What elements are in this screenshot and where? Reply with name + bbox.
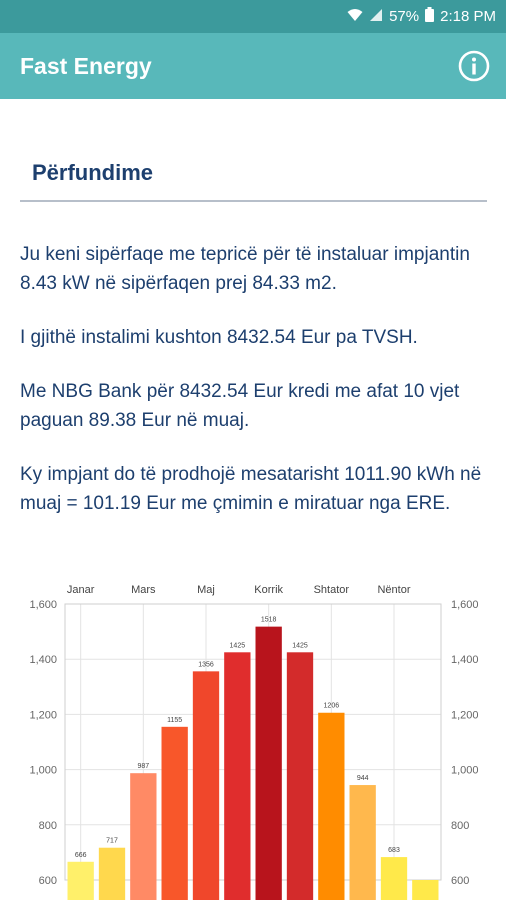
y-tick-label-right: 600 — [451, 875, 469, 887]
section-divider — [20, 200, 487, 202]
wifi-icon — [347, 8, 363, 26]
bar-value-label: 1356 — [198, 661, 214, 668]
bar-value-label: 1518 — [261, 617, 277, 624]
x-tick-label: Maj — [197, 584, 215, 596]
bar-value-label: 717 — [106, 838, 118, 845]
bar-value-label: 987 — [137, 763, 149, 770]
monthly-production-chart: 600 600 800 800 1,000 1,000 1,200 1,200 1,400 1,4… — [10, 575, 496, 900]
app-bar: Fast Energy — [0, 33, 506, 99]
plot-frame — [64, 603, 442, 881]
x-tick-label: Mars — [131, 584, 156, 596]
bar — [255, 626, 282, 900]
y-tick-label-left: 1,600 — [29, 599, 57, 611]
bar — [286, 652, 314, 900]
surface-paragraph: Ju keni sipërfaqe me tepricë për të inst… — [20, 244, 470, 294]
clock: 2:18 PM — [440, 8, 496, 25]
bar-value-label: 1425 — [292, 642, 308, 649]
bar — [130, 773, 157, 900]
bar — [224, 652, 251, 900]
loan-paragraph: Me NBG Bank për 8432.54 Eur kredi me afa… — [20, 381, 460, 431]
x-tick-label: Shtator — [314, 584, 350, 596]
bar-value-label: 1425 — [230, 642, 246, 649]
app-title: Fast Energy — [20, 53, 152, 79]
section-title: Përfundime — [32, 160, 154, 185]
y-tick-label-left: 600 — [39, 875, 57, 887]
chart-svg: 600 600 800 800 1,000 1,000 1,200 1,200 1,400 1,4… — [29, 584, 479, 900]
bar-value-label: 944 — [357, 775, 369, 782]
status-bar: 57% 2:18 PM — [0, 0, 506, 33]
bar — [380, 857, 408, 900]
production-paragraph: Ky impjant do të prodhojë mesatarisht 10… — [20, 464, 482, 514]
status-icons: 57% 2:18 PM — [347, 0, 496, 33]
battery-percent: 57% — [389, 8, 420, 25]
info-icon — [458, 50, 490, 82]
bar — [412, 880, 439, 900]
y-tick-label-right: 1,000 — [451, 765, 479, 777]
y-tick-label-right: 1,200 — [451, 709, 479, 721]
info-button[interactable] — [456, 48, 492, 84]
bar — [192, 671, 220, 900]
y-tick-label-left: 800 — [39, 820, 57, 832]
y-tick-label-right: 1,600 — [451, 599, 479, 611]
y-tick-label-right: 800 — [451, 820, 469, 832]
bar — [318, 712, 345, 900]
bar — [349, 785, 376, 900]
bar-value-label: 683 — [388, 847, 400, 854]
x-tick-label: Janar — [67, 584, 95, 596]
signal-icon — [369, 8, 383, 26]
bar — [98, 847, 126, 900]
bar-value-label: 1206 — [324, 703, 340, 710]
bar-value-label: 1155 — [167, 717, 182, 724]
results-section: Përfundime Ju keni sipërfaqe me tepricë … — [20, 160, 487, 543]
y-tick-label-left: 1,200 — [29, 709, 57, 721]
bar — [67, 861, 94, 900]
bar — [161, 726, 188, 900]
y-tick-label-left: 1,000 — [29, 765, 57, 777]
x-tick-label: Nëntor — [377, 584, 410, 596]
y-tick-label-right: 1,400 — [451, 654, 479, 666]
bar-value-label: 666 — [75, 852, 87, 859]
battery-icon — [425, 7, 435, 26]
cost-paragraph: I gjithë instalimi kushton 8432.54 Eur p… — [20, 327, 418, 348]
y-tick-label-left: 1,400 — [29, 654, 57, 666]
x-tick-label: Korrik — [254, 584, 283, 596]
